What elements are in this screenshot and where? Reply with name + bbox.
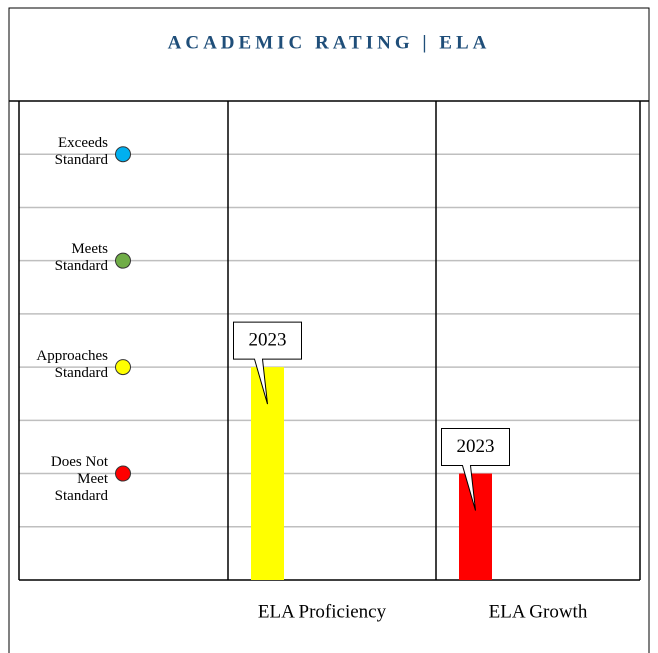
- bar: [251, 367, 284, 580]
- bar-annotation: 2023: [249, 329, 287, 350]
- y-tick-label: Approaches Standard: [36, 347, 108, 381]
- bar: [459, 473, 492, 580]
- level-marker: [115, 252, 131, 269]
- x-tick-label: ELA Growth: [489, 601, 588, 622]
- level-marker: [115, 146, 131, 163]
- callout: [441, 428, 510, 511]
- y-tick-label: Does Not Meet Standard: [50, 453, 108, 504]
- bar-annotation: 2023: [457, 436, 495, 457]
- y-tick-label: Meets Standard: [54, 241, 108, 275]
- level-marker: [115, 359, 131, 376]
- level-marker: [115, 465, 131, 482]
- y-tick-label: Exceeds Standard: [54, 134, 108, 168]
- frame: [8, 7, 650, 653]
- callout: [233, 321, 302, 405]
- x-tick-label: ELA Proficiency: [258, 601, 387, 622]
- chart-title: ACADEMIC RATING | ELA: [168, 32, 491, 53]
